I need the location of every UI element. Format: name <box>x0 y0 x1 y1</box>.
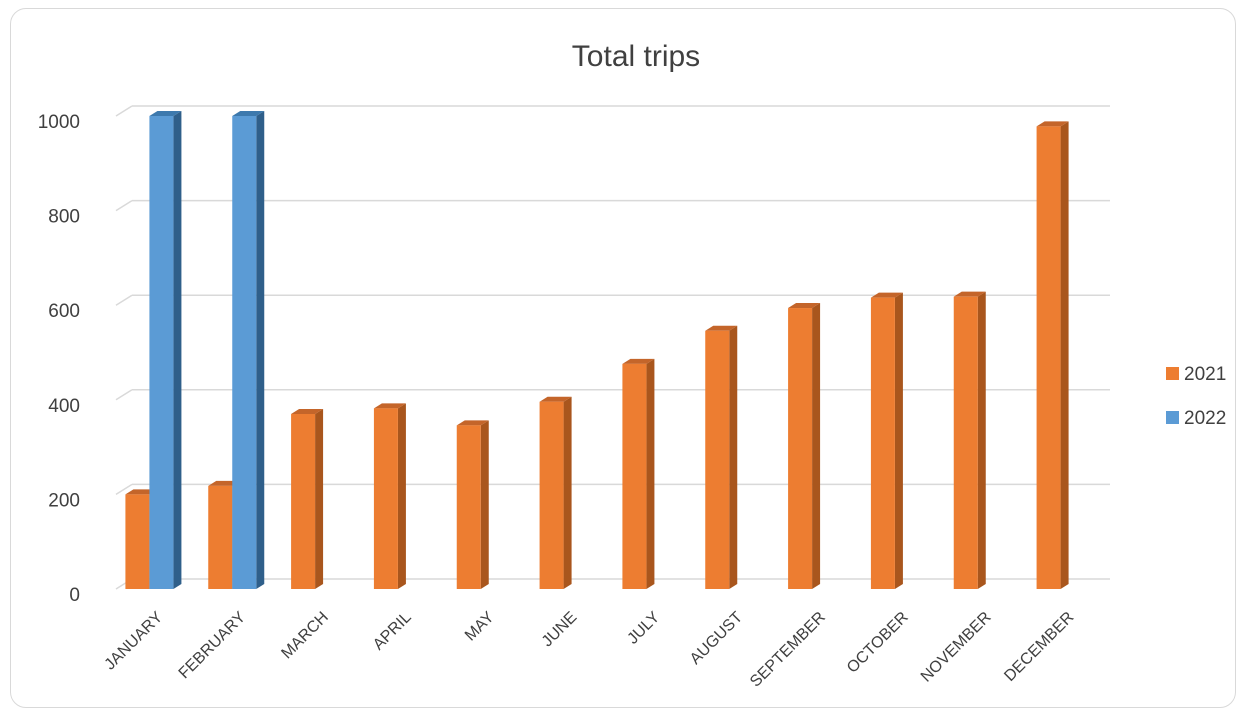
legend-item-2021: 2021 <box>1166 364 1226 385</box>
y-tick-label: 1000 <box>38 112 80 133</box>
bar-2021-may <box>456 420 489 589</box>
bar-side <box>729 325 738 589</box>
gridline-connector <box>115 389 133 401</box>
bar-top <box>373 403 406 409</box>
x-category-label: JUNE <box>539 609 581 651</box>
bar-side <box>173 111 182 589</box>
bar-2021-april <box>373 403 406 589</box>
legend: 2021 2022 <box>1166 364 1226 429</box>
bar-front <box>149 116 174 589</box>
bar-top <box>953 291 986 297</box>
bar-2021-november <box>953 291 986 589</box>
x-category-label: JULY <box>624 609 663 648</box>
bar-front <box>788 308 813 589</box>
bar-front <box>208 485 233 589</box>
x-category-label: DECEMBER <box>1001 609 1077 685</box>
y-axis-ticks: 0 200 400 600 800 1000 <box>38 112 80 606</box>
gridline-connector <box>115 199 133 212</box>
gridline-connector <box>115 483 133 496</box>
bar-top <box>456 420 489 426</box>
bar-side <box>894 292 903 589</box>
bar-front <box>456 425 481 589</box>
bar-side <box>646 358 655 589</box>
bar-front <box>622 363 647 589</box>
x-category-label: SEPTEMBER <box>747 609 829 691</box>
x-category-label: MARCH <box>278 609 332 663</box>
bar-side <box>563 396 572 589</box>
bar-top <box>232 111 265 116</box>
x-axis-categories: JANUARY FEBRUARY MARCH APRIL MAY JUNE JULY AUGU… <box>102 609 1078 691</box>
y-tick-label: 200 <box>48 490 80 511</box>
legend-label: 2021 <box>1184 364 1226 385</box>
bar-top <box>788 303 821 309</box>
bar-side <box>812 303 821 589</box>
bar-side <box>977 291 986 589</box>
x-category-label: OCTOBER <box>844 609 912 677</box>
bar-top <box>870 292 903 298</box>
chart-frame <box>10 8 1236 708</box>
bar-top <box>622 358 655 364</box>
bar-front <box>125 494 150 589</box>
bar-2021-october <box>870 292 903 589</box>
x-category-label: JANUARY <box>102 609 167 674</box>
bar-top <box>1036 121 1069 127</box>
bar-top <box>539 396 572 402</box>
bar-2021-june <box>539 396 572 589</box>
bar-front <box>232 116 257 589</box>
bar-2021-march <box>291 408 324 589</box>
gridline-connector <box>115 294 133 306</box>
bar-front <box>373 408 398 589</box>
bar-top <box>149 111 182 116</box>
bar-top <box>291 408 324 414</box>
y-tick-label: 0 <box>69 585 80 606</box>
y-tick-label: 400 <box>48 396 80 417</box>
bars <box>125 111 1069 589</box>
bar-2022-february <box>232 111 265 589</box>
bar-2021-september <box>788 303 821 589</box>
bar-front <box>870 297 895 589</box>
bar-front <box>291 413 316 589</box>
bar-2021-december <box>1036 121 1069 589</box>
y-tick-label: 800 <box>48 207 80 228</box>
bar-2021-july <box>622 358 655 589</box>
y-tick-label: 600 <box>48 301 80 322</box>
x-category-label: NOVEMBER <box>918 609 995 686</box>
bar-side <box>315 408 324 589</box>
bar-side <box>1060 121 1069 589</box>
x-category-label: FEBRUARY <box>176 609 250 683</box>
x-category-label: MAY <box>462 609 498 645</box>
bar-side <box>256 111 265 589</box>
bar-side <box>397 403 406 589</box>
bar-2022-january <box>149 111 182 589</box>
bar-front <box>953 296 978 589</box>
bar-front <box>1036 126 1061 589</box>
gridline-connector <box>115 105 133 117</box>
chart-title: Total trips <box>572 40 700 73</box>
legend-swatch <box>1166 411 1179 424</box>
bar-top <box>705 325 738 331</box>
bar-2021-august <box>705 325 738 589</box>
x-category-label: AUGUST <box>687 609 746 668</box>
bar-side <box>480 420 489 589</box>
bar-front <box>539 401 564 589</box>
x-category-label: APRIL <box>370 609 415 654</box>
legend-label: 2022 <box>1184 408 1226 429</box>
legend-swatch <box>1166 367 1179 380</box>
bar-front <box>705 330 730 589</box>
legend-item-2022: 2022 <box>1166 408 1226 429</box>
